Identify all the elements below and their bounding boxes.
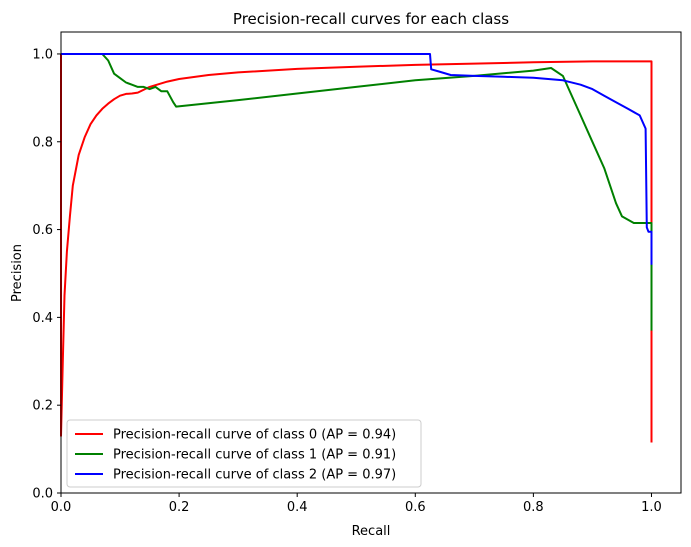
series-line-class-2 bbox=[61, 53, 653, 265]
y-tick-label: 1.0 bbox=[32, 47, 53, 62]
legend-label-class-0: Precision-recall curve of class 0 (AP = … bbox=[113, 428, 396, 443]
y-tick-label: 0.6 bbox=[32, 223, 53, 238]
x-tick-label: 0.6 bbox=[405, 500, 426, 515]
y-ticks: 0.0 0.2 0.4 0.6 0.8 1.0 bbox=[32, 47, 61, 502]
plot-series bbox=[60, 53, 653, 443]
x-tick-label: 0.0 bbox=[51, 500, 72, 515]
y-axis-label: Precision bbox=[10, 244, 25, 302]
plot-frame bbox=[60, 31, 682, 494]
legend-box bbox=[66, 419, 422, 488]
legend-label-class-1: Precision-recall curve of class 1 (AP = … bbox=[113, 448, 396, 463]
y-tick-label: 0.4 bbox=[32, 311, 53, 326]
x-tick-label: 1.0 bbox=[641, 500, 662, 515]
x-tick-label: 0.4 bbox=[287, 500, 308, 515]
y-tick-label: 0.2 bbox=[32, 399, 53, 414]
x-tick-label: 0.2 bbox=[169, 500, 190, 515]
legend-label-class-2: Precision-recall curve of class 2 (AP = … bbox=[113, 468, 396, 483]
x-axis-label: Recall bbox=[352, 524, 391, 539]
y-tick-label: 0.0 bbox=[32, 487, 53, 502]
x-tick-label: 0.8 bbox=[523, 500, 544, 515]
x-ticks: 0.0 0.2 0.4 0.6 0.8 1.0 bbox=[51, 493, 662, 515]
chart-title: Precision-recall curves for each class bbox=[233, 10, 509, 28]
y-tick-label: 0.8 bbox=[32, 135, 53, 150]
series-line-class-1 bbox=[61, 53, 653, 331]
legend: Precision-recall curve of class 0 (AP = … bbox=[66, 419, 422, 488]
series-line-class-0 bbox=[60, 54, 653, 443]
